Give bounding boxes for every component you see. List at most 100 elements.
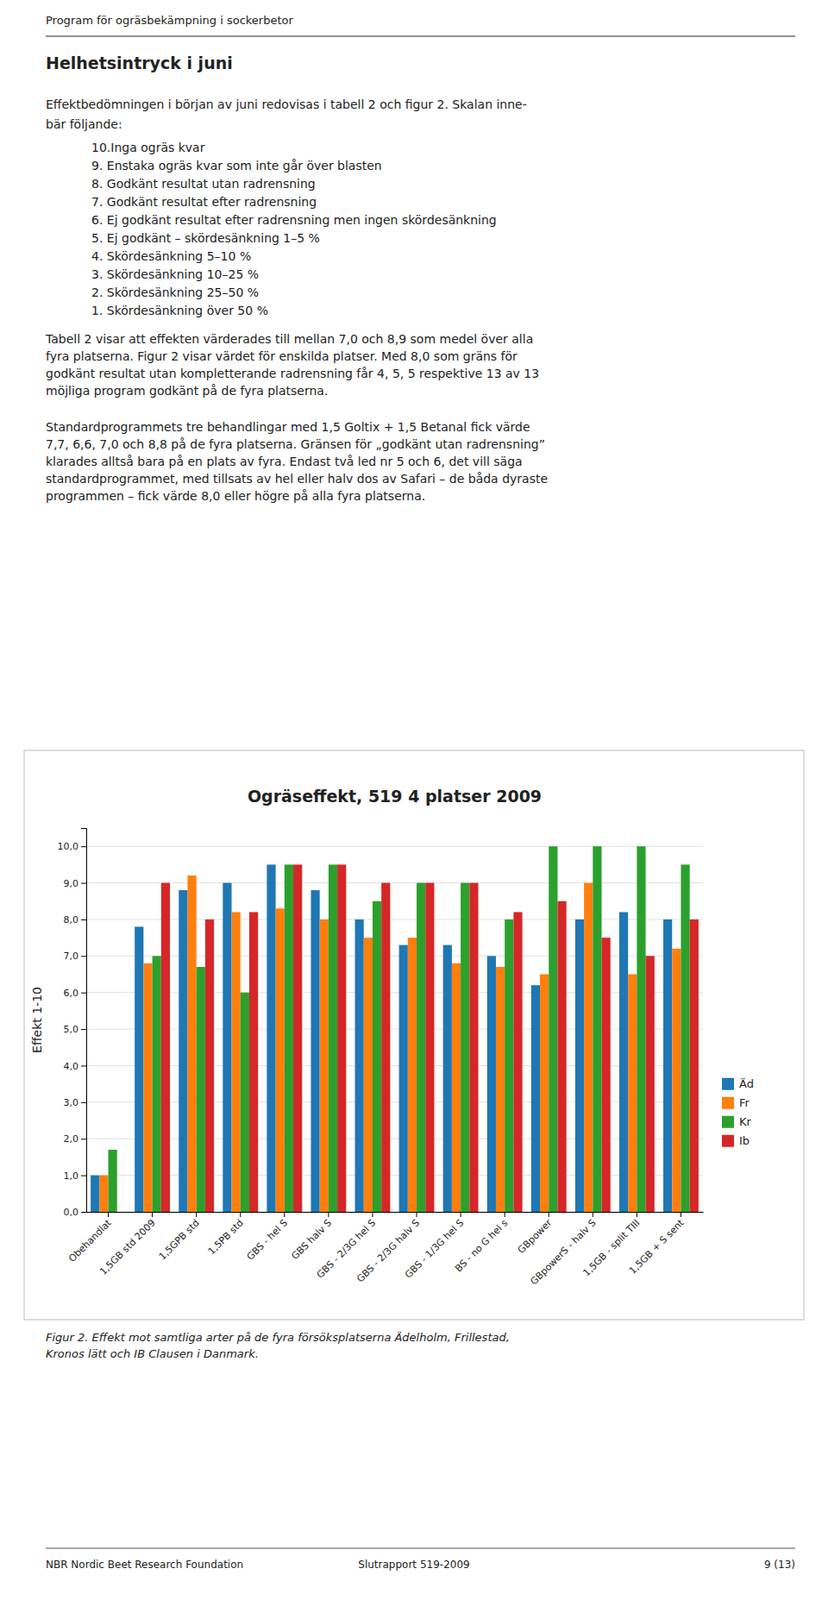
bar xyxy=(108,1149,118,1212)
bar xyxy=(232,911,241,1212)
list-item: 9. Enstaka ogräs kvar som inte går över … xyxy=(91,158,383,173)
bars xyxy=(90,846,699,1212)
grid xyxy=(86,846,703,1212)
tick-mark xyxy=(81,1138,87,1140)
bar xyxy=(407,937,417,1212)
legend-item: Äd xyxy=(721,1077,754,1091)
tick-mark xyxy=(504,1211,506,1217)
list-item: 2. Skördesänkning 25–50 % xyxy=(91,285,259,300)
bar xyxy=(443,945,452,1212)
tick-label: 10,0 xyxy=(57,840,80,853)
heading: Helhetsintryck i juni xyxy=(45,53,233,73)
bar xyxy=(117,1211,126,1213)
tick-label: 8,0 xyxy=(63,914,80,926)
tick: 1,5PB std xyxy=(206,1211,246,1257)
legend-item: Fr xyxy=(721,1096,751,1110)
paragraph-line: standardprogrammet, med tillsats av hel … xyxy=(45,471,548,486)
paragraph-line: möjliga program godkänt på de fyra plats… xyxy=(45,383,328,398)
tick: 0,0 xyxy=(63,1206,88,1218)
legend-item: Kr xyxy=(721,1115,753,1129)
bar xyxy=(504,919,514,1212)
tick-label: 3,0 xyxy=(63,1097,80,1109)
list-item: 8. Godkänt resultat utan radrensning xyxy=(91,176,316,191)
bar xyxy=(355,919,364,1212)
grid-line xyxy=(86,846,703,847)
tick-mark xyxy=(636,1211,638,1217)
tick-label: 6,0 xyxy=(63,987,80,999)
tick-mark xyxy=(81,1065,87,1067)
bar xyxy=(425,883,434,1212)
bar xyxy=(399,945,408,1212)
tick: 1,5GPB std xyxy=(156,1211,202,1262)
bar xyxy=(222,883,232,1212)
series xyxy=(90,864,672,1212)
chart-box xyxy=(24,750,804,1320)
bar xyxy=(266,864,276,1212)
chart-title: Ogräseffekt, 519 4 platser 2009 xyxy=(247,786,542,806)
tick-mark xyxy=(592,1211,594,1217)
tick-mark xyxy=(81,1102,87,1104)
tick-mark xyxy=(107,1211,109,1217)
paragraph-line: programmen – fick värde 8,0 eller högre … xyxy=(45,489,426,503)
bar xyxy=(134,926,144,1212)
tick-label: 0,0 xyxy=(63,1206,80,1218)
chart: 0,01,02,03,04,05,06,07,08,09,010,0Obehan… xyxy=(30,786,754,1287)
legend-label: Ib xyxy=(739,1134,750,1148)
bar xyxy=(161,883,170,1212)
bar xyxy=(636,846,646,1212)
tick: 5,0 xyxy=(63,1023,88,1035)
tick-label: GBS - hel S xyxy=(244,1216,290,1262)
bar xyxy=(381,883,390,1212)
bar xyxy=(240,992,250,1212)
bar xyxy=(690,919,699,1212)
list-item: 7. Godkänt resultat efter radrensning xyxy=(91,194,317,209)
bar xyxy=(646,955,655,1212)
bar xyxy=(548,846,558,1212)
tick-label: GBS halv S xyxy=(288,1216,334,1262)
bar xyxy=(363,937,373,1212)
tick-label: BS - no G hel s xyxy=(452,1216,510,1274)
tick-label: 9,0 xyxy=(63,878,80,890)
caption-line: Figur 2. Effekt mot samtliga arter på de… xyxy=(45,1330,510,1344)
y-axis: 0,01,02,03,04,05,06,07,08,09,010,0 xyxy=(57,828,88,1219)
header-rule xyxy=(45,36,796,38)
footer-right: 9 (13) xyxy=(764,1558,796,1571)
bar xyxy=(337,864,346,1212)
bar xyxy=(284,864,294,1212)
bar xyxy=(187,875,196,1212)
bar xyxy=(90,1175,100,1212)
bar xyxy=(293,864,302,1212)
tick-label: 1,5GB + S sent xyxy=(627,1216,687,1277)
legend: Äd Fr Kr Ib xyxy=(721,1077,754,1148)
bar xyxy=(487,955,496,1212)
tick-label: 5,0 xyxy=(63,1023,80,1035)
bar xyxy=(592,846,602,1212)
legend-label: Äd xyxy=(739,1077,754,1091)
legend-item: Ib xyxy=(721,1134,750,1148)
bar xyxy=(663,919,672,1212)
tick-mark xyxy=(151,1211,153,1217)
tick: 2,0 xyxy=(63,1133,88,1145)
footer-center: Slutrapport 519-2009 xyxy=(357,1558,470,1571)
tick-label: 2,0 xyxy=(63,1133,80,1145)
tick-mark xyxy=(81,846,87,847)
bar xyxy=(680,864,690,1212)
grid-line xyxy=(86,882,703,884)
tick-mark xyxy=(371,1211,373,1217)
bar xyxy=(469,883,478,1212)
tick: Obehandlat xyxy=(66,1211,114,1265)
paragraph-line: godkänt resultat utan kompletterande rad… xyxy=(45,366,540,381)
tick-mark xyxy=(81,955,87,957)
x-axis: Obehandlat1,5GB std 20091,5GPB std1,5PB … xyxy=(66,1211,703,1287)
tick-label: Obehandlat xyxy=(66,1216,114,1265)
tick: 10,0 xyxy=(57,840,88,853)
footer-left: NBR Nordic Beet Research Foundation xyxy=(45,1558,244,1571)
page-header: Program för ogräsbekämpning i sockerbeto… xyxy=(45,13,295,27)
bar xyxy=(276,908,285,1212)
series xyxy=(108,846,690,1212)
legend-label: Kr xyxy=(739,1115,753,1129)
bar xyxy=(143,963,152,1212)
tick-mark xyxy=(81,1175,87,1177)
legend-swatch xyxy=(721,1078,734,1091)
list-item: 3. Skördesänkning 10–25 % xyxy=(91,267,259,282)
